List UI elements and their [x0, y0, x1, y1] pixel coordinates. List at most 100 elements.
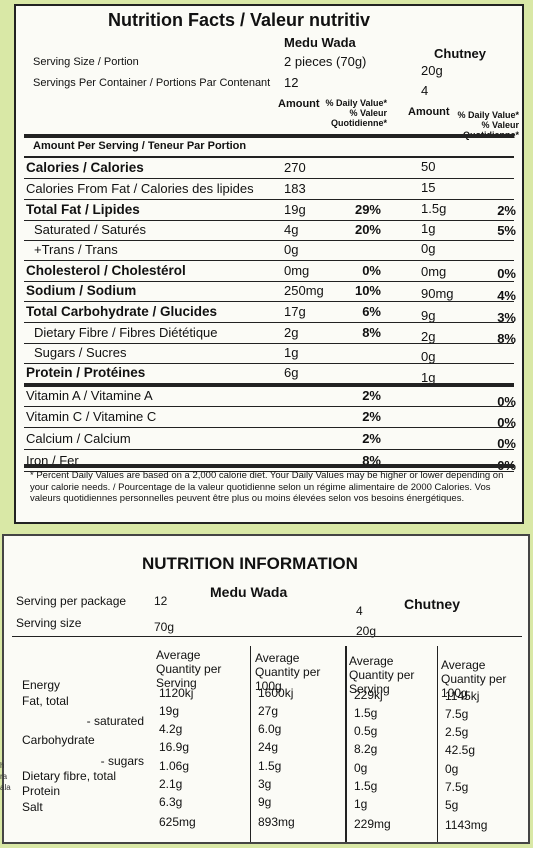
ni-col-header-2: Average Quantity per 100g — [255, 651, 321, 693]
chutney-daily-value: 5% — [497, 223, 516, 238]
row-divider — [24, 281, 514, 282]
nutrient-label: Protein / Protéines — [26, 365, 146, 380]
ni-value-col-3: 1.5g — [354, 779, 378, 793]
chutney-daily-value: 0% — [497, 266, 516, 281]
medu-wada-amount: 0g — [284, 242, 299, 257]
row-divider — [24, 406, 514, 407]
chutney-amount: 15 — [421, 180, 436, 195]
nutrient-label: Calcium / Calcium — [26, 431, 131, 446]
nutrition-information-panel: NUTRITION INFORMATION Medu Wada Chutney … — [2, 534, 530, 844]
servings-per-container-label: Servings Per Container / Portions Par Co… — [33, 77, 271, 89]
row-divider — [24, 260, 514, 261]
row-divider — [24, 449, 514, 450]
row-divider — [24, 301, 514, 302]
nutrient-label: Vitamin C / Vitamine C — [26, 409, 157, 424]
medu-wada-amount: 270 — [284, 160, 306, 175]
ni-value-col-2: 3g — [258, 777, 272, 791]
amount-header-b: Amount — [408, 106, 450, 118]
row-divider — [24, 363, 514, 364]
ni-value-col-4: 1145kj — [445, 689, 480, 703]
chutney-daily-value: 4% — [497, 288, 516, 303]
ni-product-b-name: Chutney — [404, 596, 460, 612]
chutney-daily-value: 3% — [497, 310, 516, 325]
medu-wada-daily-value: 10% — [354, 283, 381, 298]
ni-value-col-3: 229mg — [354, 817, 391, 831]
nutrition-facts-title: Nutrition Facts / Valeur nutritiv — [108, 10, 371, 30]
row-divider — [24, 178, 514, 179]
row-divider — [24, 240, 514, 241]
amount-per-serving-label: Amount Per Serving / Teneur Par Portion — [33, 140, 247, 152]
ni-col-header-4: Average Quantity per 100g — [441, 658, 507, 700]
column-divider — [250, 646, 251, 842]
medu-wada-daily-value: 2% — [362, 388, 381, 403]
medu-wada-amount: 17g — [284, 304, 306, 319]
edge-text-2: ra — [0, 772, 8, 781]
ni-value-col-4: 2.5g — [445, 725, 469, 739]
daily-value-footnote: * Percent Daily Values are based on a 2,… — [30, 470, 504, 504]
edge-text: h ra ala — [0, 760, 11, 793]
ni-value-col-1: 19g — [159, 704, 180, 718]
ni-value-col-3: 0.5g — [354, 724, 378, 738]
nutrient-label: Calories From Fat / Calories des lipides — [26, 181, 254, 196]
medu-wada-amount: 250mg — [284, 283, 324, 298]
chutney-amount: 0g — [421, 241, 436, 256]
ni-row-label: - saturated — [86, 714, 144, 728]
medu-wada-amount: 1g — [284, 345, 299, 360]
dv-header-a: % Daily Value* % Valeur Quotidienne* — [325, 98, 387, 128]
ni-serving-per-package-label: Serving per package — [16, 594, 127, 608]
medu-wada-daily-value: 0% — [362, 263, 381, 278]
nutrient-label: Cholesterol / Cholestérol — [26, 263, 186, 278]
medu-wada-amount: 2g — [284, 325, 299, 340]
nutrient-label: +Trans / Trans — [34, 242, 118, 257]
row-divider — [24, 427, 514, 428]
ni-value-col-2: 893mg — [258, 815, 295, 829]
amount-header-a: Amount — [278, 98, 320, 110]
chutney-amount: 1.5g — [421, 201, 447, 216]
product-a-name: Medu Wada — [284, 35, 356, 50]
thick-divider — [24, 134, 514, 138]
medu-wada-daily-value: 2% — [362, 431, 381, 446]
ni-value-col-2: 27g — [258, 704, 279, 718]
product-b-name: Chutney — [434, 46, 486, 61]
ni-serving-size-label: Serving size — [16, 616, 82, 630]
medu-wada-amount: 4g — [284, 222, 299, 237]
chutney-daily-value: 0% — [497, 415, 516, 430]
divider — [24, 156, 514, 158]
row-divider — [24, 471, 514, 472]
ni-value-col-2: 1.5g — [258, 759, 282, 773]
row-divider — [24, 220, 514, 221]
chutney-daily-value: 2% — [497, 203, 516, 218]
serving-size-b: 20g — [421, 63, 443, 78]
ni-value-col-3: 1g — [354, 797, 368, 811]
servings-b: 4 — [421, 83, 429, 98]
ni-value-col-2: 9g — [258, 795, 272, 809]
ni-serving-per-package-a: 12 — [154, 594, 168, 608]
chutney-daily-value: 8% — [497, 331, 516, 346]
ni-col-header-3: Average Quantity per Serving — [349, 654, 415, 696]
medu-wada-amount: 19g — [284, 202, 306, 217]
ni-row-label: Dietary fibre, total — [22, 769, 117, 783]
nutrient-label: Saturated / Saturés — [34, 222, 147, 237]
ni-value-col-3: 8.2g — [354, 742, 378, 756]
ni-value-col-2: 6.0g — [258, 722, 282, 736]
ni-value-col-1: 1.06g — [159, 759, 190, 773]
ni-value-col-1: 4.2g — [159, 722, 183, 736]
ni-value-col-3: 229kj — [354, 688, 383, 702]
ni-value-col-2: 1600kj — [258, 686, 294, 700]
ni-row-label: - sugars — [100, 754, 144, 768]
row-divider — [24, 343, 514, 344]
nutrition-information-title: NUTRITION INFORMATION — [142, 554, 358, 573]
edge-text-3: ala — [0, 783, 11, 792]
ni-value-col-4: 7.5g — [445, 780, 469, 794]
medu-wada-daily-value: 20% — [354, 222, 381, 237]
serving-size-a: 2 pieces (70g) — [284, 54, 367, 69]
medu-wada-amount: 0mg — [284, 263, 310, 278]
ni-col-header-1: Average Quantity per Serving — [156, 648, 222, 690]
chutney-amount: 0g — [421, 349, 436, 364]
ni-row-label: Protein — [22, 784, 61, 798]
ni-value-col-1: 2.1g — [159, 777, 183, 791]
nutrient-label: Sodium / Sodium — [26, 283, 137, 298]
nutrient-label: Sugars / Sucres — [34, 345, 127, 360]
row-divider — [24, 199, 514, 200]
nutrient-label: Vitamin A / Vitamine A — [26, 388, 153, 403]
